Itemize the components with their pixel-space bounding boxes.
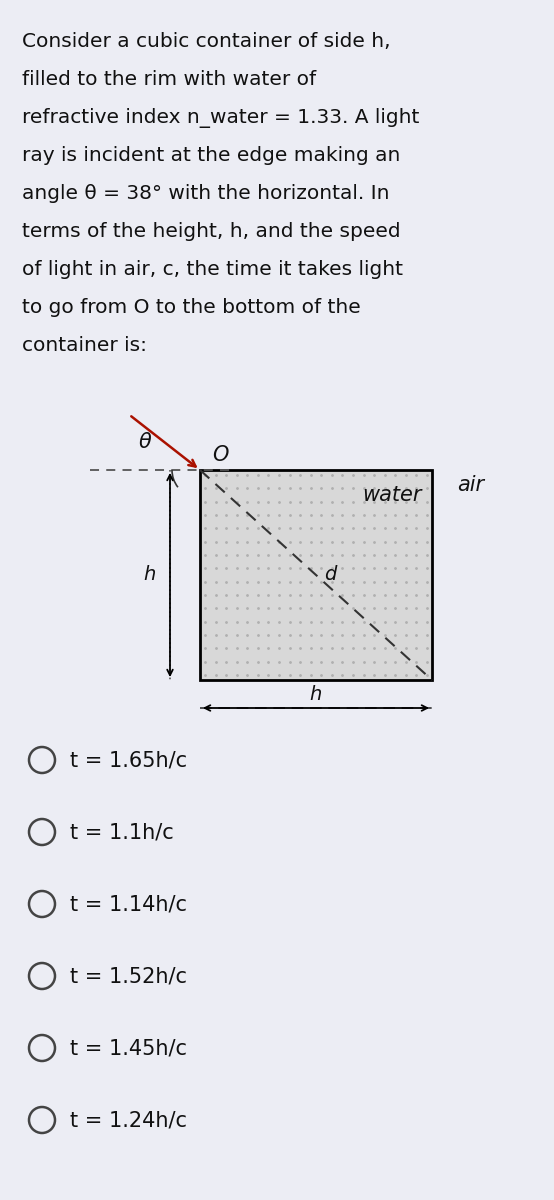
Text: t = 1.45h/c: t = 1.45h/c xyxy=(70,1038,187,1058)
Text: terms of the height, h, and the speed: terms of the height, h, and the speed xyxy=(22,222,401,241)
Text: t = 1.1h/c: t = 1.1h/c xyxy=(70,822,174,842)
Text: t = 1.65h/c: t = 1.65h/c xyxy=(70,750,187,770)
Text: angle θ = 38° with the horizontal. In: angle θ = 38° with the horizontal. In xyxy=(22,184,389,203)
Text: h: h xyxy=(310,685,322,704)
Text: of light in air, c, the time it takes light: of light in air, c, the time it takes li… xyxy=(22,260,403,278)
Text: to go from O to the bottom of the: to go from O to the bottom of the xyxy=(22,298,361,317)
Text: water: water xyxy=(362,485,422,505)
Text: filled to the rim with water of: filled to the rim with water of xyxy=(22,70,316,89)
Bar xyxy=(200,470,432,680)
Text: Consider a cubic container of side h,: Consider a cubic container of side h, xyxy=(22,32,391,50)
Text: ray is incident at the edge making an: ray is incident at the edge making an xyxy=(22,146,401,164)
Text: t = 1.24h/c: t = 1.24h/c xyxy=(70,1110,187,1130)
Text: t = 1.14h/c: t = 1.14h/c xyxy=(70,894,187,914)
Text: O: O xyxy=(212,445,228,464)
Text: refractive index n_water = 1.33. A light: refractive index n_water = 1.33. A light xyxy=(22,108,419,128)
Text: air: air xyxy=(457,475,484,494)
Text: d: d xyxy=(325,565,337,584)
Text: h: h xyxy=(143,565,156,584)
Text: t = 1.52h/c: t = 1.52h/c xyxy=(70,966,187,986)
Text: container is:: container is: xyxy=(22,336,147,355)
Text: θ: θ xyxy=(138,432,151,452)
